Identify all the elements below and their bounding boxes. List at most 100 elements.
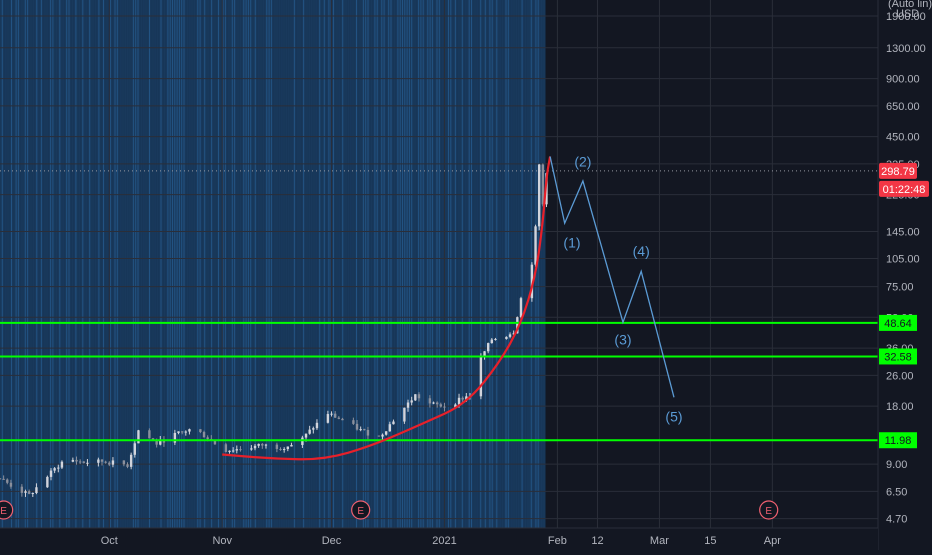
candle-body (49, 470, 53, 477)
candle-body (537, 164, 541, 227)
candle-body (177, 431, 180, 433)
candle-body (352, 420, 355, 424)
candle-body (35, 487, 38, 494)
candle-body (519, 298, 523, 318)
earnings-marker[interactable] (759, 500, 779, 520)
candle-body (337, 417, 341, 419)
price-tick-label: 6.50 (886, 486, 907, 498)
candle-body (494, 338, 497, 340)
candle-body (410, 400, 413, 403)
candle-body (53, 468, 56, 471)
candle-body (290, 444, 293, 447)
price-tick-label: 18.00 (886, 401, 914, 413)
price-axis-panel[interactable] (878, 0, 932, 550)
currency-label[interactable]: USD (896, 8, 919, 20)
candle-body (279, 448, 282, 450)
candle-body (461, 397, 464, 400)
candle-body (282, 449, 286, 451)
support-level-tag (879, 348, 917, 365)
earnings-marker-label: E (357, 506, 364, 517)
candle-body (0, 478, 2, 480)
candle-body (199, 429, 202, 433)
wave-label: (2) (574, 153, 591, 169)
candle-body (439, 404, 443, 407)
candle-body (308, 429, 311, 434)
candle-body (428, 398, 432, 404)
candle-body (443, 406, 446, 408)
earnings-marker-label: E (765, 506, 772, 517)
candle-body (206, 437, 209, 439)
time-tick-label: 2021 (432, 535, 456, 547)
price-tick-label: 105.00 (886, 253, 920, 265)
candle-body (2, 478, 5, 480)
wave-projection-line[interactable] (549, 156, 675, 398)
price-tick-label: 450.00 (886, 132, 920, 144)
candle-body (315, 422, 319, 429)
candle-body (75, 459, 78, 462)
candle-body (417, 394, 421, 399)
candle-body (202, 432, 206, 438)
candle-body (333, 413, 337, 418)
candle-body (224, 444, 228, 452)
time-tick-label: Oct (101, 535, 118, 547)
candle-body (20, 486, 24, 493)
price-tick-label: 75.00 (886, 282, 914, 294)
last-price-tag (879, 162, 917, 179)
candle-body (31, 493, 34, 495)
candle-body (122, 460, 126, 465)
candle-body (264, 444, 268, 446)
earnings-marker-label: E (0, 506, 7, 517)
candle-body (304, 433, 308, 438)
candle-body (27, 491, 31, 494)
candle-body (366, 429, 370, 436)
candle-body (250, 448, 253, 450)
price-tick-label: 26.00 (886, 370, 914, 382)
candle-body (381, 434, 384, 437)
support-level-value: 48.64 (884, 318, 912, 330)
candle-body (6, 479, 9, 483)
candle-body (483, 351, 486, 357)
countdown-value: 01:22:48 (883, 184, 926, 196)
candle-body (454, 404, 457, 408)
candle-body (505, 336, 508, 339)
earnings-marker[interactable] (0, 500, 14, 520)
candle-body (184, 431, 188, 433)
time-axis-panel[interactable] (0, 528, 878, 550)
candle-body (534, 226, 537, 265)
time-tick-label: Apr (764, 535, 781, 547)
time-tick-label: Feb (548, 535, 567, 547)
wave-label: (1) (563, 234, 580, 250)
candle-body (188, 429, 191, 432)
candle-body (137, 430, 140, 444)
candle-body (465, 396, 468, 400)
candle-body (257, 443, 260, 446)
wave-label: (4) (633, 243, 650, 259)
candle-body (414, 394, 417, 401)
time-tick-label: Nov (212, 535, 232, 547)
candle-body (180, 431, 184, 433)
candle-body (388, 424, 392, 432)
candle-body (100, 459, 104, 462)
candle-body (512, 333, 515, 335)
candle-body (129, 454, 133, 467)
candle-body (312, 428, 315, 430)
candle-body (341, 418, 344, 421)
candle-body (363, 429, 366, 431)
candle-body (86, 462, 89, 464)
time-tick-label: 15 (704, 535, 716, 547)
time-tick-label: 12 (591, 535, 603, 547)
candle-body (231, 450, 235, 452)
parabolic-curve[interactable] (222, 156, 552, 461)
scale-mode-label[interactable]: (Auto lin) (888, 0, 932, 10)
candle-body (355, 423, 359, 430)
price-tick-label: 1300.00 (886, 43, 926, 55)
candle-body (235, 449, 239, 451)
candle-body (286, 446, 290, 450)
earnings-marker[interactable] (351, 500, 371, 520)
candle-body (486, 343, 490, 352)
candle-body (108, 462, 111, 465)
candle-body (126, 464, 129, 467)
candle-body (275, 444, 279, 449)
